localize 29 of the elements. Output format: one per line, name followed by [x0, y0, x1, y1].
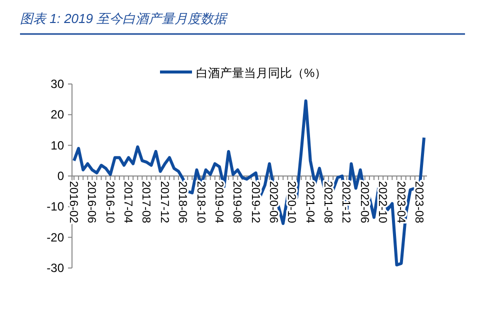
- x-tick-label: 2016-06: [85, 181, 98, 224]
- x-tick-label: 2018-10: [194, 181, 206, 224]
- chart-title: 图表 1: 2019 至今白酒产量月度数据: [20, 11, 229, 26]
- y-tick-label: 10: [50, 138, 64, 152]
- x-tick-label: 2021-04: [303, 181, 316, 224]
- y-tick-label: 20: [50, 108, 64, 122]
- x-tick-label: 2019-08: [230, 181, 243, 224]
- y-tick-label: 30: [50, 77, 64, 91]
- x-tick-label: 2022-10: [376, 181, 388, 224]
- x-tick-label: 2021-12: [340, 181, 352, 224]
- x-tick-label: 2019-04: [212, 181, 224, 224]
- x-tick-label: 2021-08: [322, 181, 334, 224]
- x-tick-label: 2017-12: [158, 181, 170, 224]
- x-tick-label: 2019-12: [248, 181, 261, 224]
- x-tick-label: 2016-02: [67, 181, 79, 224]
- x-tick-label: 2016-10: [103, 181, 116, 224]
- x-tick-label: 2020-10: [285, 181, 298, 224]
- x-tick-label: 2020-06: [267, 181, 279, 224]
- x-tick-label: 2017-04: [122, 181, 134, 224]
- x-tick-label: 2023-08: [412, 181, 424, 224]
- y-tick-label: 0: [57, 169, 64, 183]
- legend-label: 白酒产量当月同比（%）: [196, 66, 327, 80]
- y-tick-label: -30: [46, 261, 64, 275]
- x-tick-label: 2023-04: [394, 181, 406, 224]
- y-tick-label: -20: [46, 230, 64, 244]
- x-tick-label: 2018-06: [176, 181, 188, 224]
- x-tick-label: 2017-08: [140, 181, 152, 224]
- x-tick-label: 2022-06: [358, 181, 370, 224]
- y-tick-label: -10: [46, 200, 64, 214]
